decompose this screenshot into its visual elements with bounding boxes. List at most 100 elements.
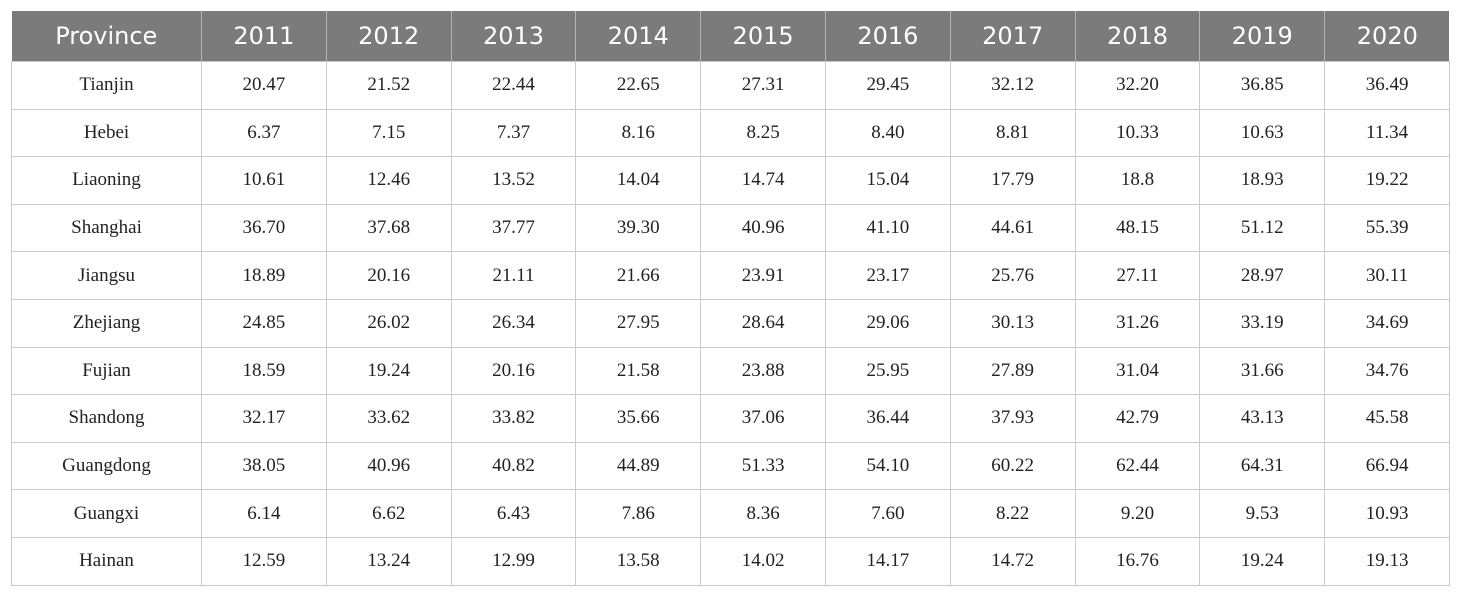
header-row: Province 2011 2012 2013 2014 2015 2016 2017 2018… xyxy=(11,11,1450,62)
value-cell: 8.25 xyxy=(700,108,826,158)
value-cell: 7.37 xyxy=(450,108,577,158)
value-cell: 8.36 xyxy=(700,489,826,538)
value-cell: 10.93 xyxy=(1324,489,1450,538)
value-cell: 34.69 xyxy=(1324,298,1450,348)
value-cell: 66.94 xyxy=(1324,441,1450,491)
table-row: Shanghai 36.70 37.68 37.77 39.30 40.96 41.10 44… xyxy=(11,203,1450,253)
value-cell: 13.52 xyxy=(450,156,577,205)
column-header-province: Province xyxy=(11,11,202,62)
province-name-cell: Hainan xyxy=(11,536,202,586)
column-header-year: 2011 xyxy=(201,11,327,62)
table-body: Tianjin 20.47 21.52 22.44 22.65 27.31 29.45 32.… xyxy=(11,61,1450,586)
value-cell: 9.20 xyxy=(1074,489,1201,538)
value-cell: 29.06 xyxy=(824,298,951,348)
column-header-year: 2020 xyxy=(1324,11,1450,62)
table-row: Tianjin 20.47 21.52 22.44 22.65 27.31 29.45 32.… xyxy=(11,61,1450,110)
value-cell: 13.58 xyxy=(575,536,702,586)
value-cell: 14.72 xyxy=(949,536,1076,586)
column-header-year: 2015 xyxy=(700,11,826,62)
table-row: Hainan 12.59 13.24 12.99 13.58 14.02 14.17 14.7… xyxy=(11,536,1450,586)
value-cell: 7.86 xyxy=(575,489,702,538)
value-cell: 11.34 xyxy=(1324,108,1450,158)
value-cell: 21.66 xyxy=(575,251,702,300)
column-header-year: 2016 xyxy=(825,11,951,62)
value-cell: 22.44 xyxy=(450,61,577,110)
value-cell: 28.97 xyxy=(1199,251,1326,300)
value-cell: 14.17 xyxy=(824,536,951,586)
value-cell: 14.04 xyxy=(575,156,702,205)
value-cell: 27.11 xyxy=(1074,251,1201,300)
value-cell: 31.26 xyxy=(1074,298,1201,348)
value-cell: 6.62 xyxy=(325,489,452,538)
data-table-container: Province 2011 2012 2013 2014 2015 2016 2017 2018… xyxy=(11,11,1450,586)
value-cell: 44.89 xyxy=(575,441,702,491)
value-cell: 60.22 xyxy=(949,441,1076,491)
value-cell: 12.59 xyxy=(201,536,327,586)
value-cell: 37.93 xyxy=(949,394,1076,443)
value-cell: 40.96 xyxy=(325,441,452,491)
value-cell: 19.24 xyxy=(1199,536,1326,586)
province-name-cell: Shandong xyxy=(11,394,202,443)
value-cell: 31.04 xyxy=(1074,346,1201,396)
value-cell: 32.12 xyxy=(949,61,1076,110)
value-cell: 54.10 xyxy=(824,441,951,491)
value-cell: 6.43 xyxy=(450,489,577,538)
value-cell: 27.31 xyxy=(700,61,826,110)
value-cell: 8.40 xyxy=(824,108,951,158)
value-cell: 37.68 xyxy=(325,203,452,253)
table-row: Liaoning 10.61 12.46 13.52 14.04 14.74 15.04 17… xyxy=(11,156,1450,205)
value-cell: 36.44 xyxy=(824,394,951,443)
province-name-cell: Hebei xyxy=(11,108,202,158)
value-cell: 9.53 xyxy=(1199,489,1326,538)
column-header-year: 2013 xyxy=(451,11,577,62)
value-cell: 16.76 xyxy=(1074,536,1201,586)
value-cell: 31.66 xyxy=(1199,346,1326,396)
value-cell: 6.14 xyxy=(201,489,327,538)
value-cell: 25.95 xyxy=(824,346,951,396)
value-cell: 36.49 xyxy=(1324,61,1450,110)
column-header-year: 2014 xyxy=(575,11,702,62)
value-cell: 33.19 xyxy=(1199,298,1326,348)
value-cell: 42.79 xyxy=(1074,394,1201,443)
value-cell: 34.76 xyxy=(1324,346,1450,396)
value-cell: 14.74 xyxy=(700,156,826,205)
value-cell: 23.88 xyxy=(700,346,826,396)
column-header-year: 2018 xyxy=(1075,11,1201,62)
value-cell: 43.13 xyxy=(1199,394,1326,443)
table-row: Guangdong 38.05 40.96 40.82 44.89 51.33 54.10 6… xyxy=(11,441,1450,491)
value-cell: 33.62 xyxy=(325,394,452,443)
value-cell: 55.39 xyxy=(1324,203,1450,253)
value-cell: 64.31 xyxy=(1199,441,1326,491)
value-cell: 15.04 xyxy=(824,156,951,205)
value-cell: 12.99 xyxy=(450,536,577,586)
value-cell: 23.91 xyxy=(700,251,826,300)
table-row: Hebei 6.37 7.15 7.37 8.16 8.25 8.40 8.81 10.33 10… xyxy=(11,108,1450,158)
value-cell: 17.79 xyxy=(949,156,1076,205)
value-cell: 30.13 xyxy=(949,298,1076,348)
column-header-year: 2012 xyxy=(326,11,452,62)
value-cell: 8.81 xyxy=(949,108,1076,158)
value-cell: 36.70 xyxy=(201,203,327,253)
value-cell: 6.37 xyxy=(201,108,327,158)
value-cell: 21.52 xyxy=(325,61,452,110)
value-cell: 35.66 xyxy=(575,394,702,443)
value-cell: 20.16 xyxy=(450,346,577,396)
column-header-year: 2019 xyxy=(1199,11,1326,62)
province-name-cell: Tianjin xyxy=(11,61,202,110)
table-row: Zhejiang 24.85 26.02 26.34 27.95 28.64 29.06 30… xyxy=(11,298,1450,348)
value-cell: 21.11 xyxy=(450,251,577,300)
value-cell: 62.44 xyxy=(1074,441,1201,491)
value-cell: 40.82 xyxy=(450,441,577,491)
value-cell: 8.16 xyxy=(575,108,702,158)
province-name-cell: Guangxi xyxy=(11,489,202,538)
value-cell: 28.64 xyxy=(700,298,826,348)
value-cell: 32.17 xyxy=(201,394,327,443)
value-cell: 38.05 xyxy=(201,441,327,491)
value-cell: 30.11 xyxy=(1324,251,1450,300)
province-name-cell: Zhejiang xyxy=(11,298,202,348)
province-name-cell: Guangdong xyxy=(11,441,202,491)
province-data-table: Province 2011 2012 2013 2014 2015 2016 2017 2018… xyxy=(11,11,1450,586)
value-cell: 24.85 xyxy=(201,298,327,348)
value-cell: 48.15 xyxy=(1074,203,1201,253)
value-cell: 23.17 xyxy=(824,251,951,300)
